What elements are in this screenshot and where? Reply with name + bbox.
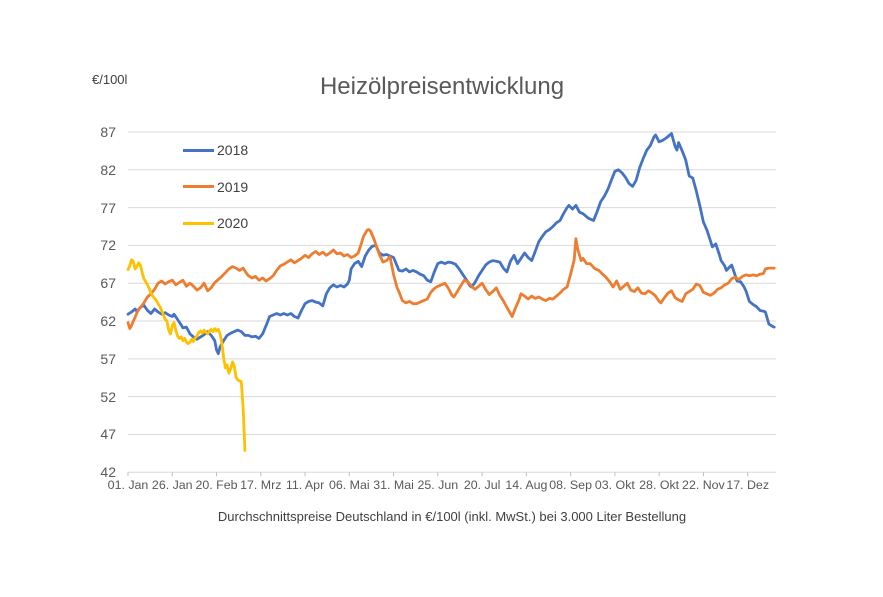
legend-label-2019: 2019 [217, 178, 249, 195]
x-tick-label-22Nov: 22. Nov [682, 478, 725, 492]
legend-item-2019: 2019 [183, 178, 248, 196]
x-tick-label-26Jan: 26. Jan [151, 478, 193, 492]
series-line-2020 [126, 258, 247, 452]
x-tick-label-03Okt: 03. Okt [594, 478, 635, 492]
x-tick-label-11Apr: 11. Apr [285, 478, 325, 492]
y-tick-label-62: 62 [100, 313, 116, 330]
y-tick-label-72: 72 [100, 237, 116, 254]
legend-line-2019 [183, 185, 214, 188]
x-tick-label-25Jun: 25. Jun [417, 478, 459, 492]
legend-label-2020: 2020 [217, 215, 249, 231]
y-tick-label-47: 47 [100, 426, 116, 443]
x-tick-label-14Aug: 14. Aug [505, 478, 548, 492]
y-tick-label-57: 57 [100, 350, 116, 367]
y-tick-label-67: 67 [100, 275, 116, 292]
series-line-2018 [126, 132, 776, 356]
x-tick-label-01Jan: 01. Jan [107, 478, 149, 492]
y-tick-label-82: 82 [100, 161, 116, 178]
y-tick-label-52: 52 [100, 388, 116, 405]
y-axis-unit-label: €/100l [92, 72, 128, 87]
legend-item-2018: 2018 [183, 141, 248, 159]
legend-line-2020 [183, 221, 214, 225]
x-tick-label-31Mai: 31. Mai [373, 478, 414, 492]
y-tick-label-42: 42 [100, 464, 116, 481]
y-tick-label-87: 87 [100, 124, 116, 140]
x-tick-label-20Jul: 20. Jul [463, 478, 501, 492]
x-tick-label-17Dez: 17. Dez [726, 478, 770, 492]
legend-label-2018: 2018 [217, 142, 249, 158]
chart-title: Heizölpreisentwicklung [319, 73, 565, 100]
x-tick-label-28Okt: 28. Okt [639, 478, 680, 492]
x-tick-label-08Sep: 08. Sep [549, 478, 592, 492]
chart-subtitle: Durchschnittspreise Deutschland in €/100… [217, 509, 687, 524]
y-tick-label-77: 77 [100, 199, 116, 216]
series-line-2019 [126, 228, 776, 331]
x-tick-label-20Feb: 20. Feb [195, 478, 238, 492]
legend-item-2020: 2020 [183, 214, 248, 232]
legend-line-2018 [183, 148, 214, 152]
x-tick-label-06Mai: 06. Mai [328, 478, 370, 492]
x-tick-label-17Mrz: 17. Mrz [240, 478, 282, 492]
